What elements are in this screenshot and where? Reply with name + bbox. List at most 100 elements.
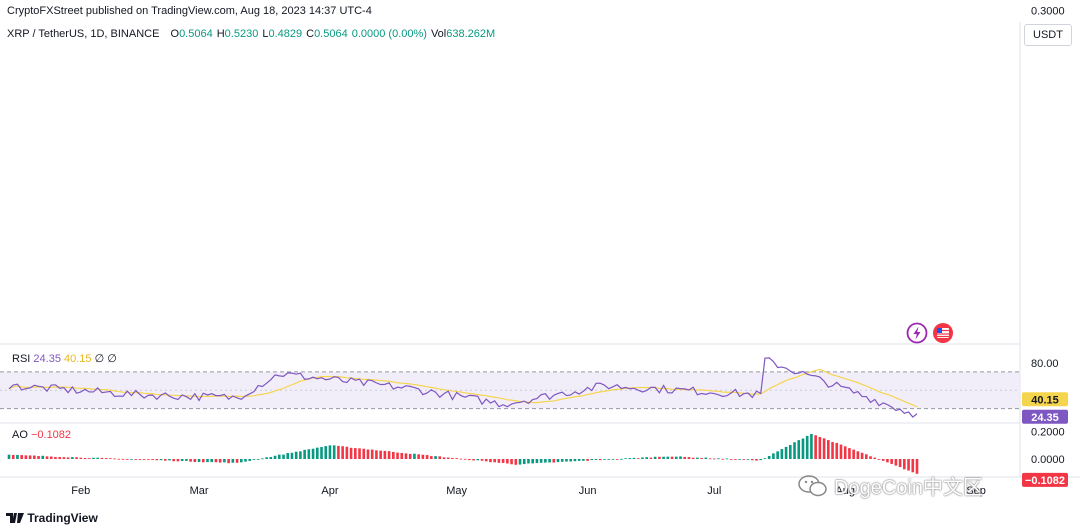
ohlc-item: L0.4829 bbox=[262, 28, 303, 40]
ao-bar bbox=[328, 445, 332, 459]
ohlc-value: 0.5064 bbox=[314, 28, 348, 40]
ao-bar bbox=[903, 459, 906, 470]
ao-bar bbox=[332, 445, 336, 459]
ao-bar bbox=[11, 454, 15, 459]
ao-bar bbox=[463, 458, 467, 460]
ohlc-item: O0.5064 bbox=[170, 28, 213, 40]
ao-bar bbox=[877, 458, 881, 460]
ao-bar bbox=[776, 451, 779, 459]
ao-bar bbox=[358, 448, 361, 459]
lightning-icon[interactable] bbox=[906, 322, 928, 344]
ao-bar bbox=[480, 459, 484, 461]
ao-bar bbox=[818, 436, 822, 459]
ao-bar bbox=[738, 459, 741, 460]
ao-bar bbox=[615, 459, 619, 460]
ao-bar bbox=[214, 459, 218, 463]
ao-bar bbox=[827, 440, 830, 459]
ao-bar bbox=[446, 457, 450, 459]
ao-bar bbox=[408, 453, 412, 459]
ao-bar bbox=[886, 459, 889, 463]
ao-bar bbox=[307, 449, 311, 459]
time-axis-label: Jun bbox=[579, 485, 597, 497]
ao-bar bbox=[704, 457, 708, 459]
ao-bar bbox=[810, 434, 813, 459]
ao-bar bbox=[560, 459, 564, 462]
tradingview-brand: TradingView bbox=[27, 511, 98, 525]
ao-bar bbox=[117, 458, 121, 460]
ao-bar bbox=[598, 459, 602, 461]
ao-bar bbox=[421, 454, 425, 459]
ao-bar bbox=[261, 458, 264, 460]
ao-bar bbox=[324, 446, 328, 459]
ao-bar bbox=[624, 458, 627, 460]
rsi-value-tag bbox=[1022, 392, 1068, 407]
ao-bar bbox=[721, 458, 725, 460]
ao-bar bbox=[282, 454, 285, 459]
ao-bar bbox=[155, 459, 159, 461]
ao-bar bbox=[569, 459, 572, 462]
ao-bar bbox=[666, 456, 670, 459]
ao-bar bbox=[658, 456, 661, 459]
ao-bar bbox=[489, 459, 492, 463]
ao-bar bbox=[354, 448, 357, 459]
ao-bar bbox=[62, 457, 66, 459]
ao-bar bbox=[193, 459, 197, 462]
ao-bar bbox=[590, 459, 594, 461]
ao-bar bbox=[362, 448, 366, 459]
ao-bar bbox=[780, 449, 784, 459]
ao-bar bbox=[172, 459, 176, 462]
ao-bar bbox=[41, 455, 45, 459]
ao-value-tag-label: −0.1082 bbox=[1025, 475, 1065, 487]
ao-bar bbox=[75, 457, 78, 459]
ao-bar bbox=[100, 457, 104, 459]
ao-bar bbox=[497, 459, 501, 463]
ao-bar bbox=[632, 457, 636, 459]
ao-bar bbox=[848, 448, 851, 459]
flag-icon[interactable] bbox=[932, 322, 954, 344]
ao-bar bbox=[349, 447, 353, 459]
ao-bar bbox=[527, 459, 530, 464]
ao-bar bbox=[197, 459, 201, 462]
ao-bar bbox=[379, 450, 382, 459]
ao-bar bbox=[54, 456, 57, 459]
ao-bar bbox=[383, 450, 387, 459]
ao-bar bbox=[763, 458, 767, 460]
currency-button[interactable]: USDT bbox=[1024, 24, 1072, 46]
ao-bar bbox=[125, 459, 129, 460]
ao-bar bbox=[607, 459, 611, 460]
ohlc-value: 0.4829 bbox=[268, 28, 303, 40]
rsi-ma-line bbox=[8, 368, 918, 408]
ao-bar bbox=[894, 459, 898, 466]
ao-bar bbox=[49, 456, 53, 459]
ao-bar bbox=[87, 458, 91, 459]
ao-bar bbox=[37, 456, 40, 459]
ao-bar bbox=[852, 449, 855, 459]
ao-bar bbox=[865, 454, 868, 459]
ao-bar bbox=[468, 459, 471, 461]
time-axis-label: May bbox=[446, 485, 467, 497]
tradingview-logo: TradingView bbox=[6, 511, 98, 525]
ao-bar bbox=[742, 459, 746, 460]
ao-bar bbox=[113, 458, 116, 460]
ao-bar bbox=[649, 457, 653, 459]
ao-bar bbox=[121, 458, 125, 460]
ao-bar bbox=[189, 459, 192, 462]
ao-bar bbox=[58, 457, 61, 459]
ao-bar bbox=[138, 459, 142, 460]
ao-bar bbox=[620, 458, 623, 460]
ao-bar bbox=[206, 459, 209, 463]
rsi-line bbox=[8, 357, 918, 418]
ohlc-item: 0.0000 (0.00%) bbox=[352, 28, 427, 40]
publish-info: CryptoFXStreet published on TradingView.… bbox=[7, 5, 372, 17]
ao-bar bbox=[442, 457, 446, 459]
rsi-ma-value: 40.15 bbox=[64, 353, 92, 365]
ao-bar bbox=[400, 452, 404, 459]
ao-bar bbox=[531, 459, 534, 464]
ao-bar bbox=[434, 456, 437, 459]
ao-bar bbox=[522, 459, 526, 465]
ao-value: −0.1082 bbox=[30, 429, 72, 441]
ao-bar bbox=[493, 459, 496, 463]
time-axis-label: Feb bbox=[71, 485, 90, 497]
ao-bar bbox=[83, 458, 87, 459]
